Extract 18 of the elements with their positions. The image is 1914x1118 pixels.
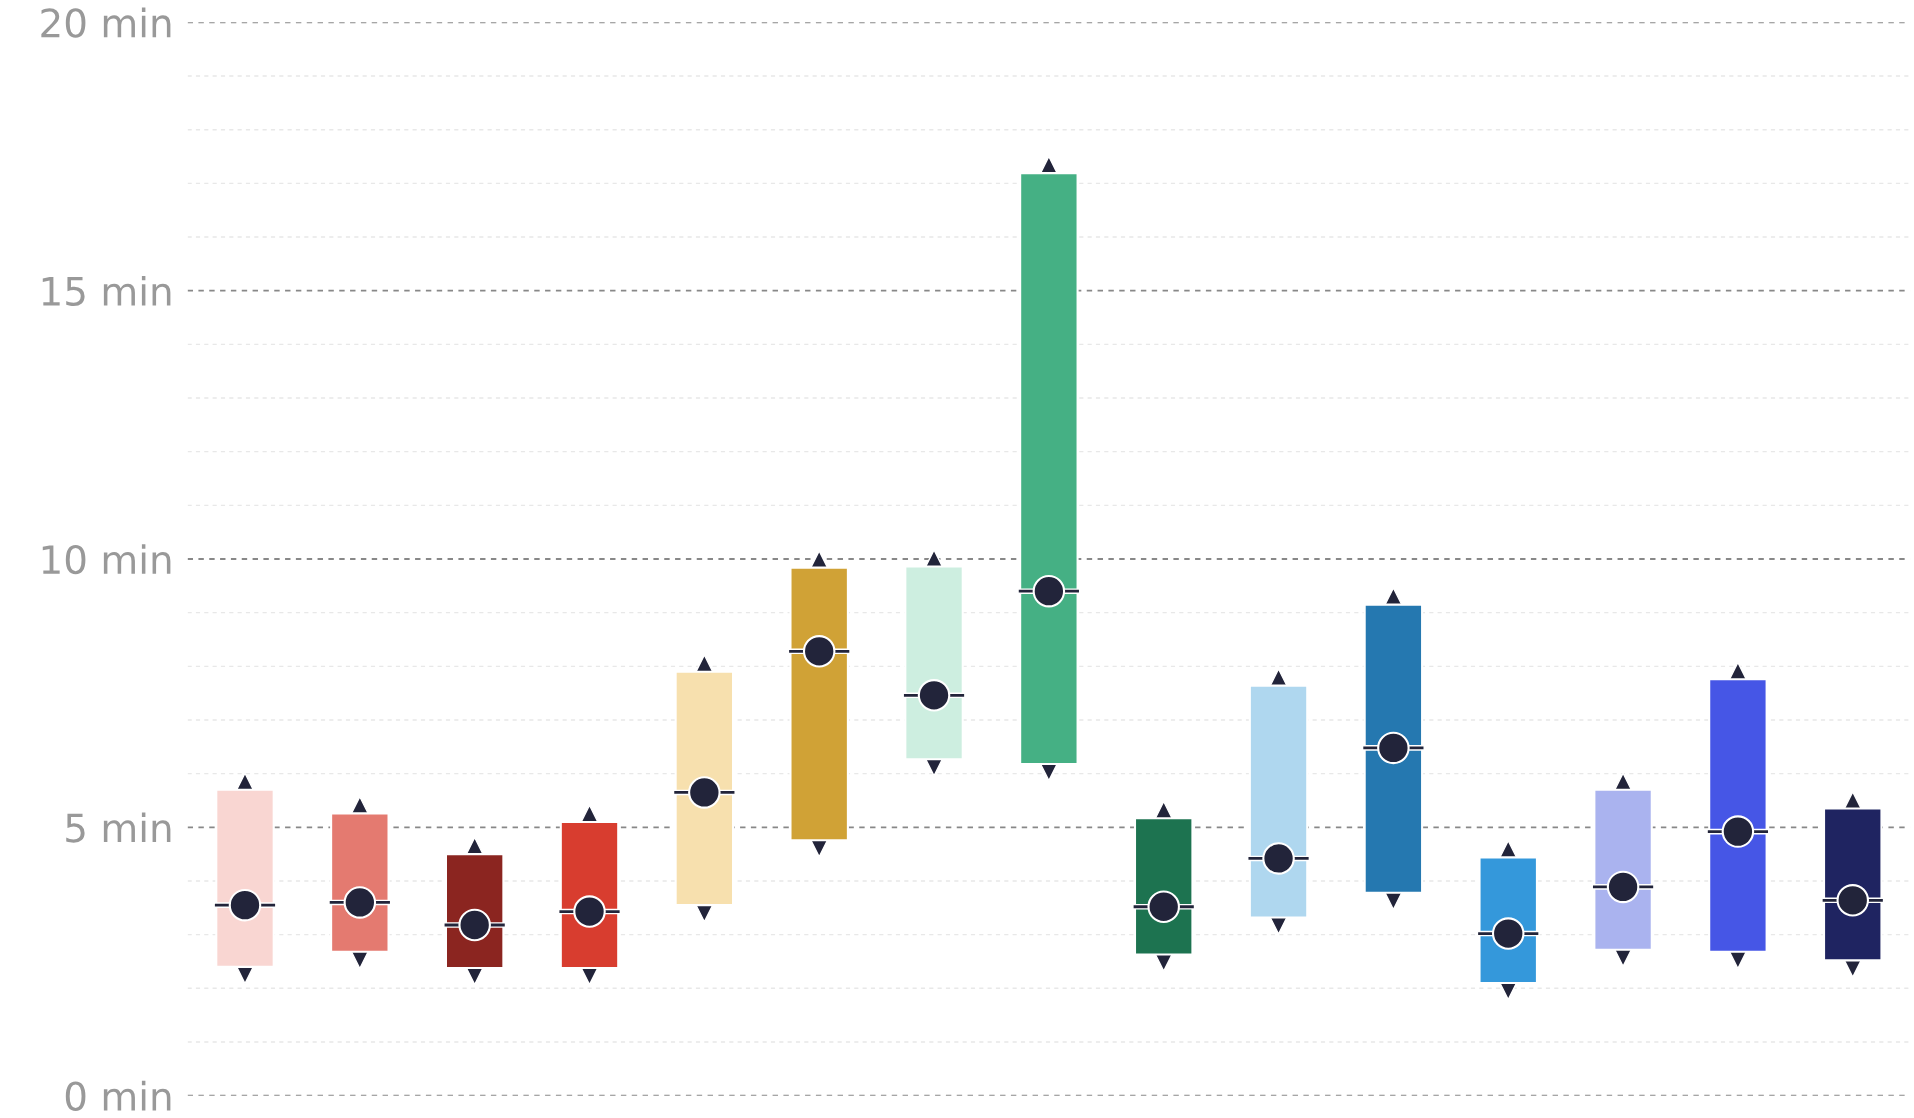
y-tick-label: 10 min: [42, 544, 171, 575]
y-tick-label: 20 min: [41, 7, 171, 38]
point: [228, 888, 262, 922]
point: [1032, 574, 1066, 608]
y-tick-label: 0 min: [65, 1080, 171, 1111]
point: [343, 886, 377, 919]
point: [917, 679, 951, 712]
y-tick-label: 15 min: [42, 275, 171, 307]
point: [573, 895, 606, 928]
point: [1721, 815, 1755, 848]
point: [1377, 731, 1410, 765]
y-tick-label: 5 min: [66, 812, 171, 843]
point: [802, 635, 836, 668]
point: [688, 776, 721, 809]
point: [1836, 884, 1869, 917]
point: [1606, 870, 1640, 904]
point: [1147, 890, 1180, 923]
point: [1262, 842, 1295, 875]
